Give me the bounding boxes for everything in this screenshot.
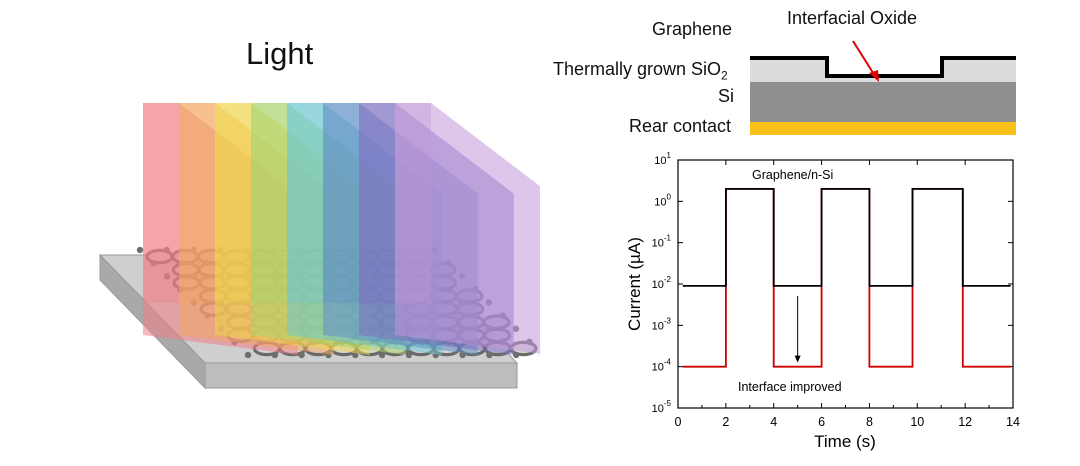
device-cross-section	[750, 40, 1016, 135]
si-layer	[750, 82, 1016, 122]
y-tick-base: 10	[654, 155, 666, 167]
light-beam-face	[215, 103, 251, 303]
lattice-atom	[405, 351, 413, 359]
improvement-arrow-head	[794, 355, 801, 363]
series-line	[682, 187, 1011, 368]
series-label-interface: Interface improved	[738, 380, 842, 394]
y-axis-label-prefix: Current (	[625, 264, 644, 331]
light-beam-face	[323, 103, 359, 303]
graphene-label: Graphene	[652, 19, 733, 39]
light-beam-face	[359, 103, 395, 303]
series-label-graphene: Graphene/n-Si	[752, 168, 833, 182]
y-tick-label: 10-5	[652, 399, 672, 415]
x-tick-label: 10	[910, 415, 924, 429]
graphene-light-illustration	[98, 103, 540, 390]
x-tick-label: 12	[958, 415, 972, 429]
y-tick-base: 10	[652, 279, 664, 291]
x-tick-label: 2	[722, 415, 729, 429]
lattice-atom	[136, 246, 144, 254]
lattice-atom	[352, 351, 359, 359]
y-tick-exponent: -4	[664, 358, 672, 367]
y-axis-label-suffix: )	[625, 237, 644, 243]
improvement-arrow	[794, 295, 801, 363]
lattice-atom	[378, 351, 386, 359]
y-tick-exponent: -3	[664, 316, 672, 325]
y-tick-base: 10	[652, 320, 664, 332]
light-title: Light	[246, 36, 314, 71]
oxide-arrow-head	[869, 70, 879, 82]
lattice-atom	[512, 351, 520, 359]
lattice-atom	[271, 351, 279, 359]
oxide-arrow	[852, 40, 876, 77]
sio2-layer	[750, 60, 1016, 82]
series-line	[682, 187, 1011, 287]
sio2-subscript: 2	[721, 68, 728, 83]
y-tick-base: 10	[654, 196, 666, 208]
rear-contact-layer	[750, 122, 1016, 135]
x-tick-label: 4	[770, 415, 777, 429]
chart-series	[682, 187, 1011, 368]
lattice-atom	[244, 351, 252, 359]
light-beam	[395, 103, 540, 354]
y-tick-label: 101	[654, 151, 671, 167]
y-tick-base: 10	[652, 403, 664, 415]
light-beam-face	[251, 103, 287, 303]
y-tick-exponent: -1	[664, 234, 672, 243]
si-label: Si	[718, 86, 735, 106]
light-beam-face	[179, 103, 215, 303]
light-beam-face	[143, 103, 179, 303]
y-axis-label: Current (µA)	[625, 237, 644, 331]
x-axis-label: Time (s)	[814, 432, 876, 451]
interfacial-oxide-label: Interfacial Oxide	[787, 8, 918, 28]
y-axis-label-unit: µA	[625, 242, 644, 264]
graphene-layer	[750, 56, 1016, 78]
sio2-label: Thermally grown SiO2	[553, 59, 728, 83]
lattice-atom	[298, 351, 305, 359]
lattice-atom	[486, 351, 493, 359]
light-beam-face	[395, 103, 431, 303]
sio2-label-text: Thermally grown SiO	[553, 59, 722, 79]
y-tick-label: 10-3	[652, 316, 672, 332]
y-tick-exponent: -2	[664, 275, 672, 284]
y-tick-label: 10-1	[652, 234, 672, 250]
y-tick-exponent: 0	[667, 192, 672, 201]
y-tick-label: 10-2	[652, 275, 672, 291]
y-tick-exponent: 1	[667, 151, 672, 160]
light-beam-face	[287, 103, 323, 303]
x-tick-label: 6	[818, 415, 825, 429]
y-tick-base: 10	[652, 238, 664, 250]
y-tick-label: 100	[654, 192, 671, 208]
light-beams	[143, 103, 540, 355]
y-tick-label: 10-4	[652, 358, 672, 374]
x-tick-label: 8	[866, 415, 873, 429]
rear-contact-label: Rear contact	[629, 116, 732, 136]
x-tick-label: 14	[1006, 415, 1020, 429]
lattice-atom	[459, 351, 466, 359]
y-tick-exponent: -5	[664, 399, 672, 408]
x-tick-label: 0	[675, 415, 682, 429]
y-tick-base: 10	[652, 362, 664, 374]
